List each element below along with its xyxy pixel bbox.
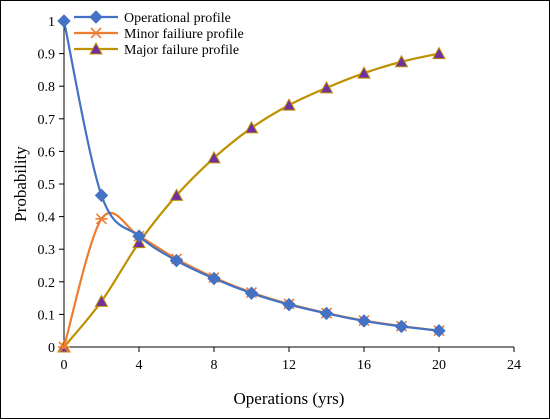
x-tick-label: 20 — [432, 358, 446, 373]
x-tick-label: 12 — [282, 358, 296, 373]
data-point — [94, 294, 109, 307]
legend-item: Major failure profile — [74, 41, 239, 58]
y-tick-label: 1 — [48, 15, 55, 30]
y-tick-label: 0.2 — [38, 276, 56, 291]
series-line — [63, 52, 440, 348]
x-axis-label: Operations (yrs) — [234, 389, 345, 408]
series-1 — [57, 14, 446, 338]
data-point — [132, 229, 146, 243]
series-line — [62, 211, 440, 348]
y-tick-label: 0.5 — [38, 178, 56, 193]
legend-swatch-marker — [89, 10, 103, 24]
legend-label: Operational profile — [124, 11, 231, 26]
y-tick-label: 0.6 — [38, 145, 56, 160]
series-3 — [57, 46, 446, 353]
y-tick-label: 0.8 — [38, 80, 56, 95]
data-point — [432, 46, 446, 60]
legend-label: Minor failiure profile — [124, 27, 244, 42]
data-point — [357, 314, 371, 328]
data-point — [58, 341, 70, 353]
data-point — [169, 188, 184, 201]
series-2 — [58, 211, 445, 353]
data-point — [432, 323, 446, 338]
data-point — [207, 271, 221, 286]
x-tick-label: 8 — [211, 358, 218, 373]
legend-swatch-marker — [90, 27, 102, 39]
y-tick-label: 0.9 — [38, 48, 56, 63]
x-tick-label: 16 — [357, 358, 371, 373]
data-point — [282, 98, 296, 111]
y-tick-label: 0.3 — [38, 243, 56, 258]
legend-swatch-marker — [89, 41, 103, 55]
y-axis-label: Probability — [11, 146, 30, 222]
data-point — [394, 319, 409, 334]
y-tick-label: 0.7 — [38, 113, 56, 128]
data-point — [244, 286, 259, 300]
x-tick-label: 4 — [136, 358, 143, 373]
data-point — [357, 66, 371, 79]
series-layer — [57, 14, 446, 353]
data-point — [57, 14, 71, 28]
data-point — [207, 150, 221, 164]
data-point — [319, 80, 334, 94]
axes: 0 0.1 0.2 0.3 0.4 0.5 0.6 0.7 0.8 0.9 1 0 4 8 12 16 20 24 — [38, 15, 522, 373]
data-point — [95, 213, 108, 225]
data-point — [319, 306, 334, 321]
legend-item: Minor failiure profile — [74, 27, 244, 42]
legend-label: Major failure profile — [124, 43, 239, 58]
x-tick-label: 24 — [507, 358, 521, 373]
data-point — [282, 297, 296, 312]
x-tick-label: 0 — [61, 358, 68, 373]
data-point — [244, 120, 259, 134]
data-point — [169, 253, 184, 268]
data-point — [94, 188, 109, 203]
y-tick-label: 0.1 — [38, 308, 56, 323]
data-point — [394, 54, 409, 68]
y-tick-label: 0 — [48, 341, 55, 356]
y-tick-label: 0.4 — [38, 211, 56, 226]
legend-item: Operational profile — [74, 10, 231, 26]
